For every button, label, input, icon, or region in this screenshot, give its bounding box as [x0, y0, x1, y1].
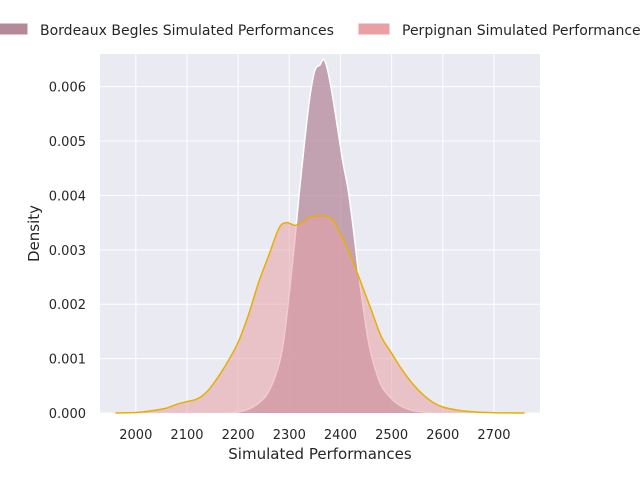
y-tick-label: 0.006: [49, 81, 86, 96]
x-axis-ticks: 2000 2100 2200 2300 2400 2500 2600 2700: [119, 428, 510, 443]
x-tick-label: 2700: [477, 428, 510, 443]
y-tick-label: 0.004: [49, 189, 86, 204]
y-tick-label: 0.002: [49, 298, 86, 313]
legend: Bordeaux Begles Simulated Performances P…: [0, 22, 640, 39]
density-area-1: [115, 215, 525, 413]
y-tick-label: 0.003: [49, 244, 86, 259]
x-tick-label: 2200: [222, 428, 255, 443]
legend-label-perpignan: Perpignan Simulated Performances: [402, 23, 640, 39]
series-layer: [115, 58, 525, 414]
y-axis-ticks: 0.000 0.001 0.002 0.003 0.004 0.005 0.006: [49, 81, 86, 422]
y-tick-label: 0.001: [49, 353, 86, 368]
legend-swatch-perpignan: [357, 22, 391, 36]
x-axis-label: Simulated Performances: [228, 445, 412, 463]
legend-swatch-bordeaux: [0, 22, 29, 36]
density-line-1: [115, 215, 525, 414]
x-tick-label: 2100: [170, 428, 203, 443]
x-tick-label: 2300: [273, 428, 306, 443]
y-tick-label: 0.000: [49, 407, 86, 422]
y-tick-label: 0.005: [49, 135, 86, 150]
legend-label-bordeaux: Bordeaux Begles Simulated Performances: [40, 23, 334, 39]
x-tick-label: 2400: [324, 428, 357, 443]
y-axis-label: Density: [25, 205, 43, 262]
x-tick-label: 2000: [119, 428, 152, 443]
x-tick-label: 2500: [375, 428, 408, 443]
x-tick-label: 2600: [426, 428, 459, 443]
